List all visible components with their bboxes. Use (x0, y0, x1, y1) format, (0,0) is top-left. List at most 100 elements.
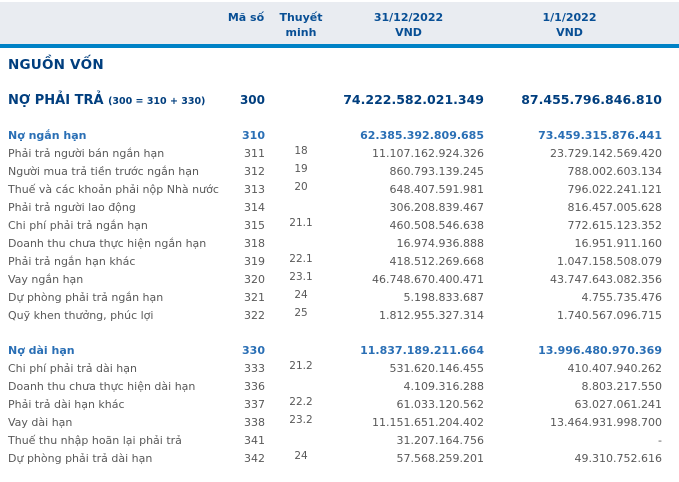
row-value-2021: 49.310.752.616 (574, 452, 662, 465)
table-body: Nợ ngắn hạn 310 62.385.392.809.685 73.45… (0, 127, 679, 468)
row-code: 330 (242, 344, 265, 357)
table-row: Phải trả người lao động 314 306.208.839.… (0, 199, 679, 217)
row-label: Phải trả người lao động (8, 201, 136, 214)
row-code: 311 (244, 147, 265, 160)
table-row: Nợ dài hạn 330 11.837.189.211.664 13.996… (0, 342, 679, 360)
row-value-2022: 11.107.162.924.326 (372, 147, 484, 160)
row-note: 22.1 (289, 253, 313, 265)
table-row: Doanh thu chưa thực hiện ngắn hạn 318 16… (0, 235, 679, 253)
row-label: Thuế và các khoản phải nộp Nhà nước (8, 183, 219, 196)
row-value-2022: 460.508.546.638 (389, 219, 484, 232)
row-label: Doanh thu chưa thực hiện ngắn hạn (8, 237, 207, 250)
row-code: 342 (244, 452, 265, 465)
row-note: 24 (294, 289, 308, 301)
col-header-empty (0, 2, 223, 10)
table-row: Vay ngắn hạn 320 23.1 46.748.670.400.471… (0, 271, 679, 289)
row-value-2022: 860.793.139.245 (389, 165, 484, 178)
col-header-code: Mã số (227, 11, 265, 24)
col-header-note-line2: minh (285, 26, 317, 39)
row-label: Dự phòng phải trả ngắn hạn (8, 291, 164, 304)
row-label: Nợ dài hạn (8, 344, 75, 357)
row-label: Dự phòng phải trả dài hạn (8, 452, 153, 465)
row-value-2022: 61.033.120.562 (396, 398, 484, 411)
row-value-2021: 788.002.603.134 (567, 165, 662, 178)
table-row: Thuế thu nhập hoãn lại phải trả 341 31.2… (0, 432, 679, 450)
row-value-2022: 46.748.670.400.471 (372, 273, 484, 286)
row-value-2021: 43.747.643.082.356 (550, 273, 662, 286)
row-label: Vay ngắn hạn (8, 273, 84, 286)
row-label: Thuế thu nhập hoãn lại phải trả (8, 434, 182, 447)
row-code: 322 (244, 309, 265, 322)
row-code: 318 (244, 237, 265, 250)
row-code: 310 (242, 129, 265, 142)
row-label: Quỹ khen thưởng, phúc lợi (8, 309, 154, 322)
row-value-2021: 816.457.005.628 (567, 201, 662, 214)
row-value-2022: 5.198.833.687 (403, 291, 484, 304)
row-code: 321 (244, 291, 265, 304)
row-value-2021: 796.022.241.121 (567, 183, 662, 196)
total-row-formula: (300 = 310 + 330) (108, 96, 206, 107)
row-value-2021: 23.729.142.569.420 (550, 147, 662, 160)
row-value-2021: 1.740.567.096.715 (557, 309, 662, 322)
row-value-2022: 1.812.955.327.314 (379, 309, 484, 322)
row-value-2021: 8.803.217.550 (581, 380, 662, 393)
row-code: 338 (244, 416, 265, 429)
table-row: Doanh thu chưa thực hiện dài hạn 336 4.1… (0, 378, 679, 396)
row-value-2022: 11.837.189.211.664 (360, 344, 484, 357)
table-row: Quỹ khen thưởng, phúc lợi 322 25 1.812.9… (0, 307, 679, 325)
row-code: 314 (244, 201, 265, 214)
row-label: Phải trả ngắn hạn khác (8, 255, 136, 268)
row-code: 336 (244, 380, 265, 393)
row-code: 341 (244, 434, 265, 447)
row-value-2021: - (658, 434, 662, 447)
row-value-2021: 16.951.911.160 (574, 237, 662, 250)
table-row: Dự phòng phải trả ngắn hạn 321 24 5.198.… (0, 289, 679, 307)
row-value-2022: 31.207.164.756 (396, 434, 484, 447)
row-value-2022: 11.151.651.204.402 (372, 416, 484, 429)
col-header-2022: 31/12/2022 VND (333, 2, 488, 40)
section-title: NGUỒN VỐN (8, 57, 104, 73)
table-header-row: Mã số Thuyết minh 31/12/2022 VND 1/1/202… (0, 2, 679, 44)
row-label: Vay dài hạn (8, 416, 73, 429)
row-code: 333 (244, 362, 265, 375)
row-note: 23.2 (289, 414, 313, 426)
col-header-2021-date: 1/1/2022 (542, 11, 597, 24)
row-value-2021: 1.047.158.508.079 (557, 255, 662, 268)
table-row: Chi phí phải trả dài hạn 333 21.2 531.62… (0, 360, 679, 378)
row-value-2021: 13.464.931.998.700 (550, 416, 662, 429)
table-row: Nợ ngắn hạn 310 62.385.392.809.685 73.45… (0, 127, 679, 145)
row-code: 313 (244, 183, 265, 196)
row-note: 19 (294, 163, 308, 175)
row-code: 312 (244, 165, 265, 178)
row-note: 18 (294, 145, 308, 157)
row-code: 337 (244, 398, 265, 411)
total-row-label: NỢ PHẢI TRẢ (300 = 310 + 330) (0, 91, 223, 112)
row-value-2021: 772.615.123.352 (567, 219, 662, 232)
row-note: 25 (294, 307, 308, 319)
row-note: 21.2 (289, 360, 313, 372)
table-row: Dự phòng phải trả dài hạn 342 24 57.568.… (0, 450, 679, 468)
row-label: Chi phí phải trả ngắn hạn (8, 219, 148, 232)
row-note: 21.1 (289, 217, 313, 229)
col-header-note-line1: Thuyết (279, 11, 323, 24)
total-row-label-main: NỢ PHẢI TRẢ (8, 93, 104, 108)
row-value-2022: 62.385.392.809.685 (360, 129, 484, 142)
row-label: Chi phí phải trả dài hạn (8, 362, 137, 375)
row-value-2021: 63.027.061.241 (574, 398, 662, 411)
row-label: Phải trả dài hạn khác (8, 398, 125, 411)
header-divider (0, 44, 679, 48)
row-value-2021: 13.996.480.970.369 (538, 344, 662, 357)
row-label: Nợ ngắn hạn (8, 129, 87, 142)
row-value-2021: 410.407.940.262 (567, 362, 662, 375)
row-value-2022: 306.208.839.467 (389, 201, 484, 214)
table-row: Phải trả dài hạn khác 337 22.2 61.033.12… (0, 396, 679, 414)
row-label: Phải trả người bán ngắn hạn (8, 147, 165, 160)
total-row-code: 300 (239, 93, 265, 107)
total-row-value-2022: 74.222.582.021.349 (343, 92, 484, 107)
row-label: Người mua trả tiền trước ngắn hạn (8, 165, 199, 178)
col-header-2021-unit: VND (556, 26, 583, 39)
row-code: 315 (244, 219, 265, 232)
row-value-2022: 4.109.316.288 (403, 380, 484, 393)
col-header-2022-unit: VND (395, 26, 422, 39)
